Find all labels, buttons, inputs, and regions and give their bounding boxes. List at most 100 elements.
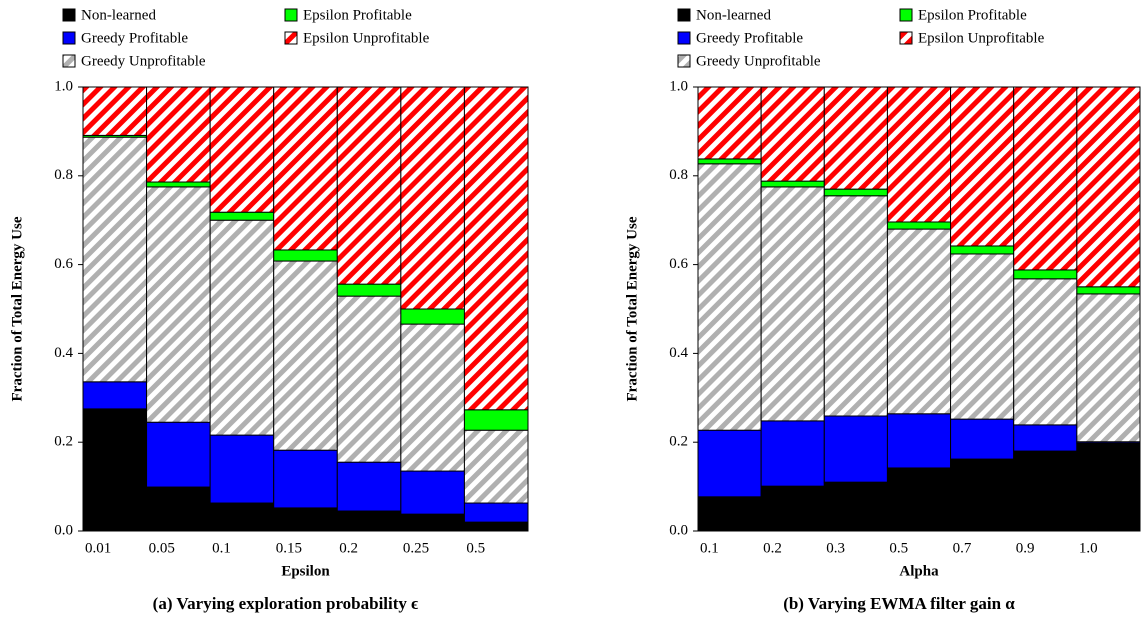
bar-segment	[760, 180, 825, 188]
bar-segment	[463, 521, 529, 532]
y-tick-label: 0.4	[669, 345, 688, 361]
bar-segment	[400, 470, 465, 515]
y-tick-label: 1.0	[54, 78, 73, 94]
legend-label: Epsilon Unprofitable	[303, 30, 430, 46]
bar-segment	[336, 461, 402, 512]
x-tick-label: 1.0	[1079, 540, 1098, 556]
bar-segment	[336, 86, 402, 285]
bar-segment	[950, 418, 1015, 460]
bar-segment	[463, 502, 529, 523]
y-axis-title: Fraction of Total Energy Use	[624, 216, 640, 401]
legend-swatch	[62, 31, 76, 45]
bar-segment	[400, 308, 465, 325]
bar-segment	[760, 186, 825, 422]
y-axis-title: Fraction of Total Energy Use	[9, 216, 25, 401]
x-axis-title: Epsilon	[281, 563, 330, 579]
bar-segment	[760, 485, 825, 532]
legend-label: Epsilon Unprofitable	[918, 30, 1045, 46]
bar-segment	[273, 260, 338, 451]
y-tick-label: 0.0	[669, 522, 688, 538]
legend-swatch	[284, 8, 298, 22]
bar-segment	[950, 245, 1015, 255]
bar-segment	[823, 188, 888, 197]
bar-segment	[823, 415, 888, 483]
bar-segment	[146, 186, 211, 423]
y-tick-label: 0.8	[669, 167, 688, 183]
bar-segment	[950, 253, 1015, 420]
legend-label: Non-learned	[696, 7, 771, 23]
y-tick-label: 0.0	[54, 522, 73, 538]
y-tick-label: 0.8	[54, 167, 73, 183]
bar-segment	[400, 323, 465, 472]
y-tick-label: 0.2	[54, 434, 73, 450]
bar-segment	[950, 86, 1015, 247]
legend-label: Epsilon Profitable	[918, 7, 1027, 23]
bar-segment	[760, 420, 825, 487]
caption: (b) Varying EWMA filter gain α	[783, 594, 1015, 613]
y-tick-label: 0.4	[54, 345, 73, 361]
x-tick-label: 0.15	[276, 540, 302, 556]
bar-segment	[146, 486, 211, 532]
bar-segment	[336, 510, 402, 532]
legend-label: Greedy Unprofitable	[696, 53, 821, 69]
bar-segment	[1013, 424, 1078, 452]
bar-segment	[1076, 293, 1141, 443]
bar-segment	[823, 195, 888, 417]
bar-segment	[209, 211, 275, 221]
legend-swatch	[677, 8, 691, 22]
x-tick-label: 0.2	[763, 540, 782, 556]
caption: (a) Varying exploration probability ϵ	[153, 594, 419, 613]
bar-segment	[273, 507, 338, 532]
bar-segment	[886, 228, 952, 415]
bar-segment	[82, 86, 148, 136]
legend-swatch	[899, 8, 913, 22]
bar-segment	[697, 158, 762, 165]
bar-segment	[336, 295, 402, 463]
bar-segment	[886, 86, 952, 223]
bar-segment	[146, 181, 211, 188]
legend-swatch	[62, 54, 76, 68]
bar-segment	[886, 467, 952, 532]
bar-segment	[209, 434, 275, 504]
bar-segment	[146, 86, 211, 183]
y-tick-label: 0.2	[669, 434, 688, 450]
bar-segment	[400, 86, 465, 310]
bar-segment	[273, 86, 338, 251]
x-tick-label: 0.05	[149, 540, 175, 556]
legend-swatch	[677, 31, 691, 45]
bar-segment	[1076, 286, 1141, 295]
y-tick-label: 1.0	[669, 78, 688, 94]
x-tick-label: 0.1	[212, 540, 231, 556]
legend-swatch	[899, 31, 913, 45]
y-tick-label: 0.6	[669, 256, 688, 272]
bar-segment	[1013, 450, 1078, 532]
x-tick-label: 0.5	[889, 540, 908, 556]
legend-swatch	[62, 8, 76, 22]
bar-segment	[82, 408, 148, 532]
x-tick-label: 0.5	[466, 540, 485, 556]
bar-segment	[886, 221, 952, 230]
bar-segment	[823, 481, 888, 532]
bar-segment	[886, 413, 952, 469]
bar-segment	[760, 86, 825, 182]
bar-segment	[1076, 86, 1141, 288]
bar-segment	[1013, 278, 1078, 426]
x-tick-label: 0.2	[339, 540, 358, 556]
bar-segment	[82, 136, 148, 383]
bar-segment	[273, 249, 338, 262]
bar-segment	[697, 429, 762, 498]
bar-segment	[463, 86, 529, 411]
x-tick-label: 0.1	[700, 540, 719, 556]
bar-segment	[463, 409, 529, 431]
legend-label: Epsilon Profitable	[303, 7, 412, 23]
bar-segment	[463, 429, 529, 504]
bar-segment	[697, 496, 762, 532]
bar-segment	[82, 381, 148, 410]
legend-swatch	[677, 54, 691, 68]
bar-segment	[209, 502, 275, 532]
bar-segment	[823, 86, 888, 190]
bar-segment	[336, 283, 402, 297]
x-tick-label: 0.3	[826, 540, 845, 556]
x-tick-label: 0.01	[85, 540, 111, 556]
